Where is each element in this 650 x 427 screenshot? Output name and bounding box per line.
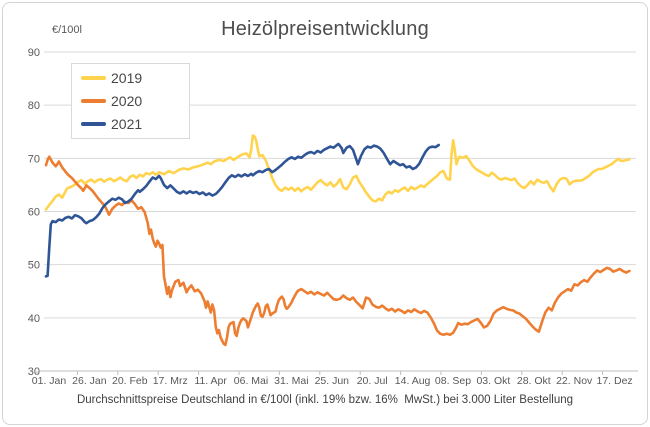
series-line-2021 (44, 142, 441, 278)
x-tick-label: 14. Aug (395, 375, 431, 387)
series-line-2020 (44, 155, 631, 347)
x-tick-label: 25. Jun (315, 375, 350, 387)
x-tick-label: 20. Jul (357, 375, 388, 387)
legend-item-2019: 2019 (72, 67, 189, 89)
legend-label: 2021 (111, 115, 143, 132)
y-axis-unit-label: €/100l (52, 24, 82, 36)
y-tick-label: 60 (28, 207, 40, 219)
x-tick-label: 22. Nov (556, 375, 593, 387)
legend-label: 2019 (111, 70, 143, 87)
legend-label: 2020 (111, 92, 143, 109)
legend-item-2020: 2020 (72, 90, 189, 112)
series-line-2019 (44, 134, 631, 211)
chart-footnote: Durchschnittspreise Deutschland in €/100… (76, 394, 574, 406)
x-tick-label: 17. Mrz (153, 375, 188, 387)
legend-swatch-2019 (81, 76, 106, 81)
legend-swatch-2020 (81, 98, 106, 103)
y-tick-label: 90 (28, 47, 40, 59)
x-tick-label: 03. Okt (476, 375, 510, 387)
y-tick-label: 50 (28, 260, 40, 272)
legend-swatch-2021 (81, 121, 106, 126)
y-tick-label: 70 (28, 153, 40, 165)
x-tick-label: 11. Apr (194, 375, 227, 387)
chart-title: Heizölpreisentwicklung (221, 18, 429, 40)
x-tick-label: 08. Sep (435, 375, 471, 387)
x-tick-label: 28. Okt (517, 375, 551, 387)
x-tick-label: 26. Jan (72, 375, 107, 387)
x-tick-label: 20. Feb (112, 375, 148, 387)
x-tick-label: 06. Mai (234, 375, 268, 387)
x-tick-label: 17. Dez (597, 375, 633, 387)
chart-legend: 2019 2020 2021 (71, 63, 190, 139)
legend-item-2021: 2021 (72, 113, 189, 135)
x-tick-label: 31. Mai (274, 375, 308, 387)
x-tick-label: 01. Jan (32, 375, 67, 387)
y-tick-label: 80 (28, 100, 40, 112)
y-tick-label: 40 (28, 313, 40, 325)
